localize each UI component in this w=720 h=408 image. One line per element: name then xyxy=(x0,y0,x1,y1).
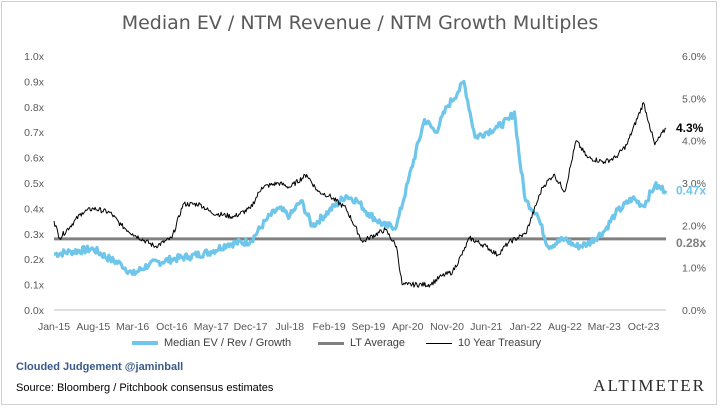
brand-logo: ALTIMETER xyxy=(593,376,706,395)
y-left-tick-label: 0.9x xyxy=(24,76,45,88)
treasury-end-label: 4.3% xyxy=(676,121,704,135)
legend-swatch-median xyxy=(132,341,158,345)
y-left-tick-label: 0.0x xyxy=(24,305,45,317)
x-tick-label: Aug-22 xyxy=(548,321,582,333)
y-right-tick-label: 3.0% xyxy=(682,178,706,190)
legend-label-median: Median EV / Rev / Growth xyxy=(164,337,292,349)
x-tick-label: Nov-20 xyxy=(430,321,464,333)
x-tick-label: Jan-15 xyxy=(38,321,70,333)
x-tick-label: Dec-17 xyxy=(234,321,268,333)
y-right-tick-label: 0.0% xyxy=(682,305,706,317)
y-left-tick-label: 0.8x xyxy=(24,102,45,114)
legend-label-treasury: 10 Year Treasury xyxy=(458,337,542,349)
y-left-tick-label: 0.7x xyxy=(24,127,45,139)
credit-text: Clouded Judgement @jaminball xyxy=(16,361,184,373)
chart-title: Median EV / NTM Revenue / NTM Growth Mul… xyxy=(121,12,599,34)
lt-average-end-label: 0.28x xyxy=(676,236,706,250)
legend-swatch-lt-average xyxy=(318,341,344,345)
x-tick-label: Sep-19 xyxy=(351,321,385,333)
x-tick-label: Oct-23 xyxy=(628,321,660,333)
legend-swatch-treasury xyxy=(426,342,452,344)
legend-label-lt-average: LT Average xyxy=(350,337,406,349)
x-tick-label: Jul-18 xyxy=(276,321,305,333)
y-right-tick-label: 1.0% xyxy=(682,263,706,275)
legend-item-lt-average: LT Average xyxy=(318,337,405,349)
y-left-tick-label: 0.4x xyxy=(24,203,45,215)
x-tick-label: Feb-19 xyxy=(312,321,345,333)
y-right-tick-label: 2.0% xyxy=(682,220,706,232)
x-tick-label: Jan-22 xyxy=(510,321,542,333)
legend-item-treasury: 10 Year Treasury xyxy=(426,337,541,349)
y-right-tick-label: 5.0% xyxy=(682,93,706,105)
series-treasury-line xyxy=(53,102,667,288)
x-tick-label: Mar-16 xyxy=(116,321,149,333)
y-left-tick-label: 0.3x xyxy=(24,229,45,241)
x-tick-label: Oct-16 xyxy=(156,321,188,333)
x-tick-label: May-17 xyxy=(194,321,229,333)
x-tick-label: Mar-23 xyxy=(588,321,621,333)
series-median-line xyxy=(53,79,668,276)
y-left-tick-label: 0.5x xyxy=(24,178,45,190)
y-right-tick-label: 6.0% xyxy=(682,51,706,63)
median-end-label: 0.47x xyxy=(676,184,706,198)
y-left-tick-label: 0.6x xyxy=(24,153,45,165)
x-tick-label: Apr-20 xyxy=(392,321,424,333)
y-left-tick-label: 1.0x xyxy=(24,51,45,63)
x-tick-label: Aug-15 xyxy=(76,321,110,333)
legend-item-median: Median EV / Rev / Growth xyxy=(132,337,291,349)
y-right-tick-label: 4.0% xyxy=(682,136,706,148)
y-left-tick-label: 0.2x xyxy=(24,254,45,266)
x-tick-label: Jun-21 xyxy=(470,321,502,333)
source-text: Source: Bloomberg / Pitchbook consensus … xyxy=(16,382,274,394)
y-left-tick-label: 0.1x xyxy=(24,280,45,292)
